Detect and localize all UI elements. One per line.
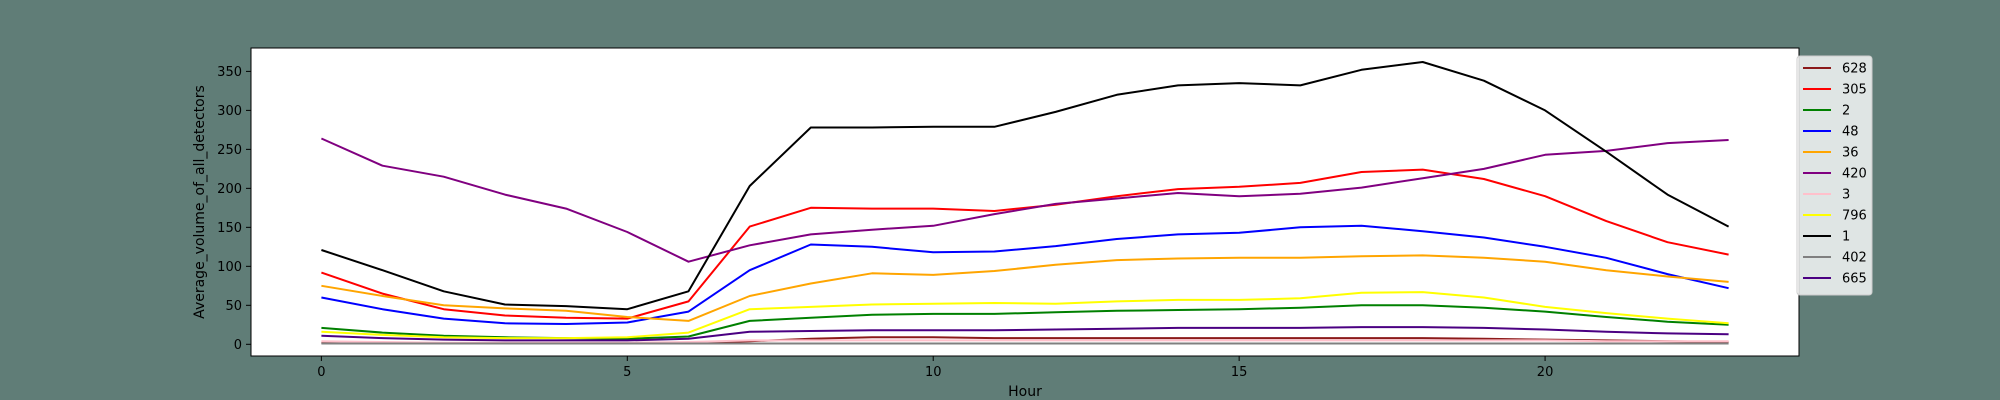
x-tick-label: 20 bbox=[1537, 365, 1554, 380]
x-tick-label: 15 bbox=[1231, 365, 1248, 380]
legend: 628 305 2 48 36 420 3 796 1 402 665 bbox=[1796, 55, 1873, 296]
legend-label-628: 628 bbox=[1842, 62, 1867, 77]
x-axis-label: Hour bbox=[1008, 384, 1042, 400]
x-tick-label: 5 bbox=[623, 365, 631, 380]
y-tick-label: 250 bbox=[217, 143, 242, 158]
legend-label-48: 48 bbox=[1842, 125, 1859, 140]
legend-label-3: 3 bbox=[1842, 188, 1850, 203]
series-line-36 bbox=[321, 254, 1729, 322]
legend-label-420: 420 bbox=[1842, 167, 1867, 182]
legend-label-1: 1 bbox=[1842, 230, 1850, 245]
series-line-305 bbox=[321, 168, 1729, 320]
y-tick-label: 200 bbox=[217, 182, 242, 197]
y-axis-ticks: 0 50 100 150 200 250 300 350 bbox=[217, 65, 251, 353]
series-layer bbox=[320, 61, 1730, 345]
series-line-1 bbox=[321, 61, 1730, 311]
legend-label-665: 665 bbox=[1842, 272, 1867, 287]
y-axis-label: Average_volume_of_all_detectors bbox=[192, 85, 208, 319]
y-tick-label: 350 bbox=[217, 65, 242, 80]
legend-label-305: 305 bbox=[1842, 83, 1867, 98]
legend-label-402: 402 bbox=[1842, 251, 1867, 266]
series-line-796 bbox=[321, 291, 1729, 340]
x-tick-label: 0 bbox=[317, 365, 325, 380]
y-tick-label: 150 bbox=[217, 221, 242, 236]
x-tick-label: 10 bbox=[925, 365, 942, 380]
x-axis-ticks: 0 5 10 15 20 bbox=[317, 356, 1553, 380]
legend-label-796: 796 bbox=[1842, 209, 1867, 224]
legend-label-2: 2 bbox=[1842, 104, 1850, 119]
y-tick-label: 50 bbox=[225, 299, 242, 314]
series-line-665 bbox=[321, 326, 1729, 342]
series-line-48 bbox=[321, 224, 1729, 325]
legend-label-36: 36 bbox=[1842, 146, 1859, 161]
y-tick-label: 300 bbox=[217, 104, 242, 119]
y-tick-label: 0 bbox=[234, 338, 242, 353]
y-tick-label: 100 bbox=[217, 260, 242, 275]
series-line-420 bbox=[320, 137, 1729, 263]
